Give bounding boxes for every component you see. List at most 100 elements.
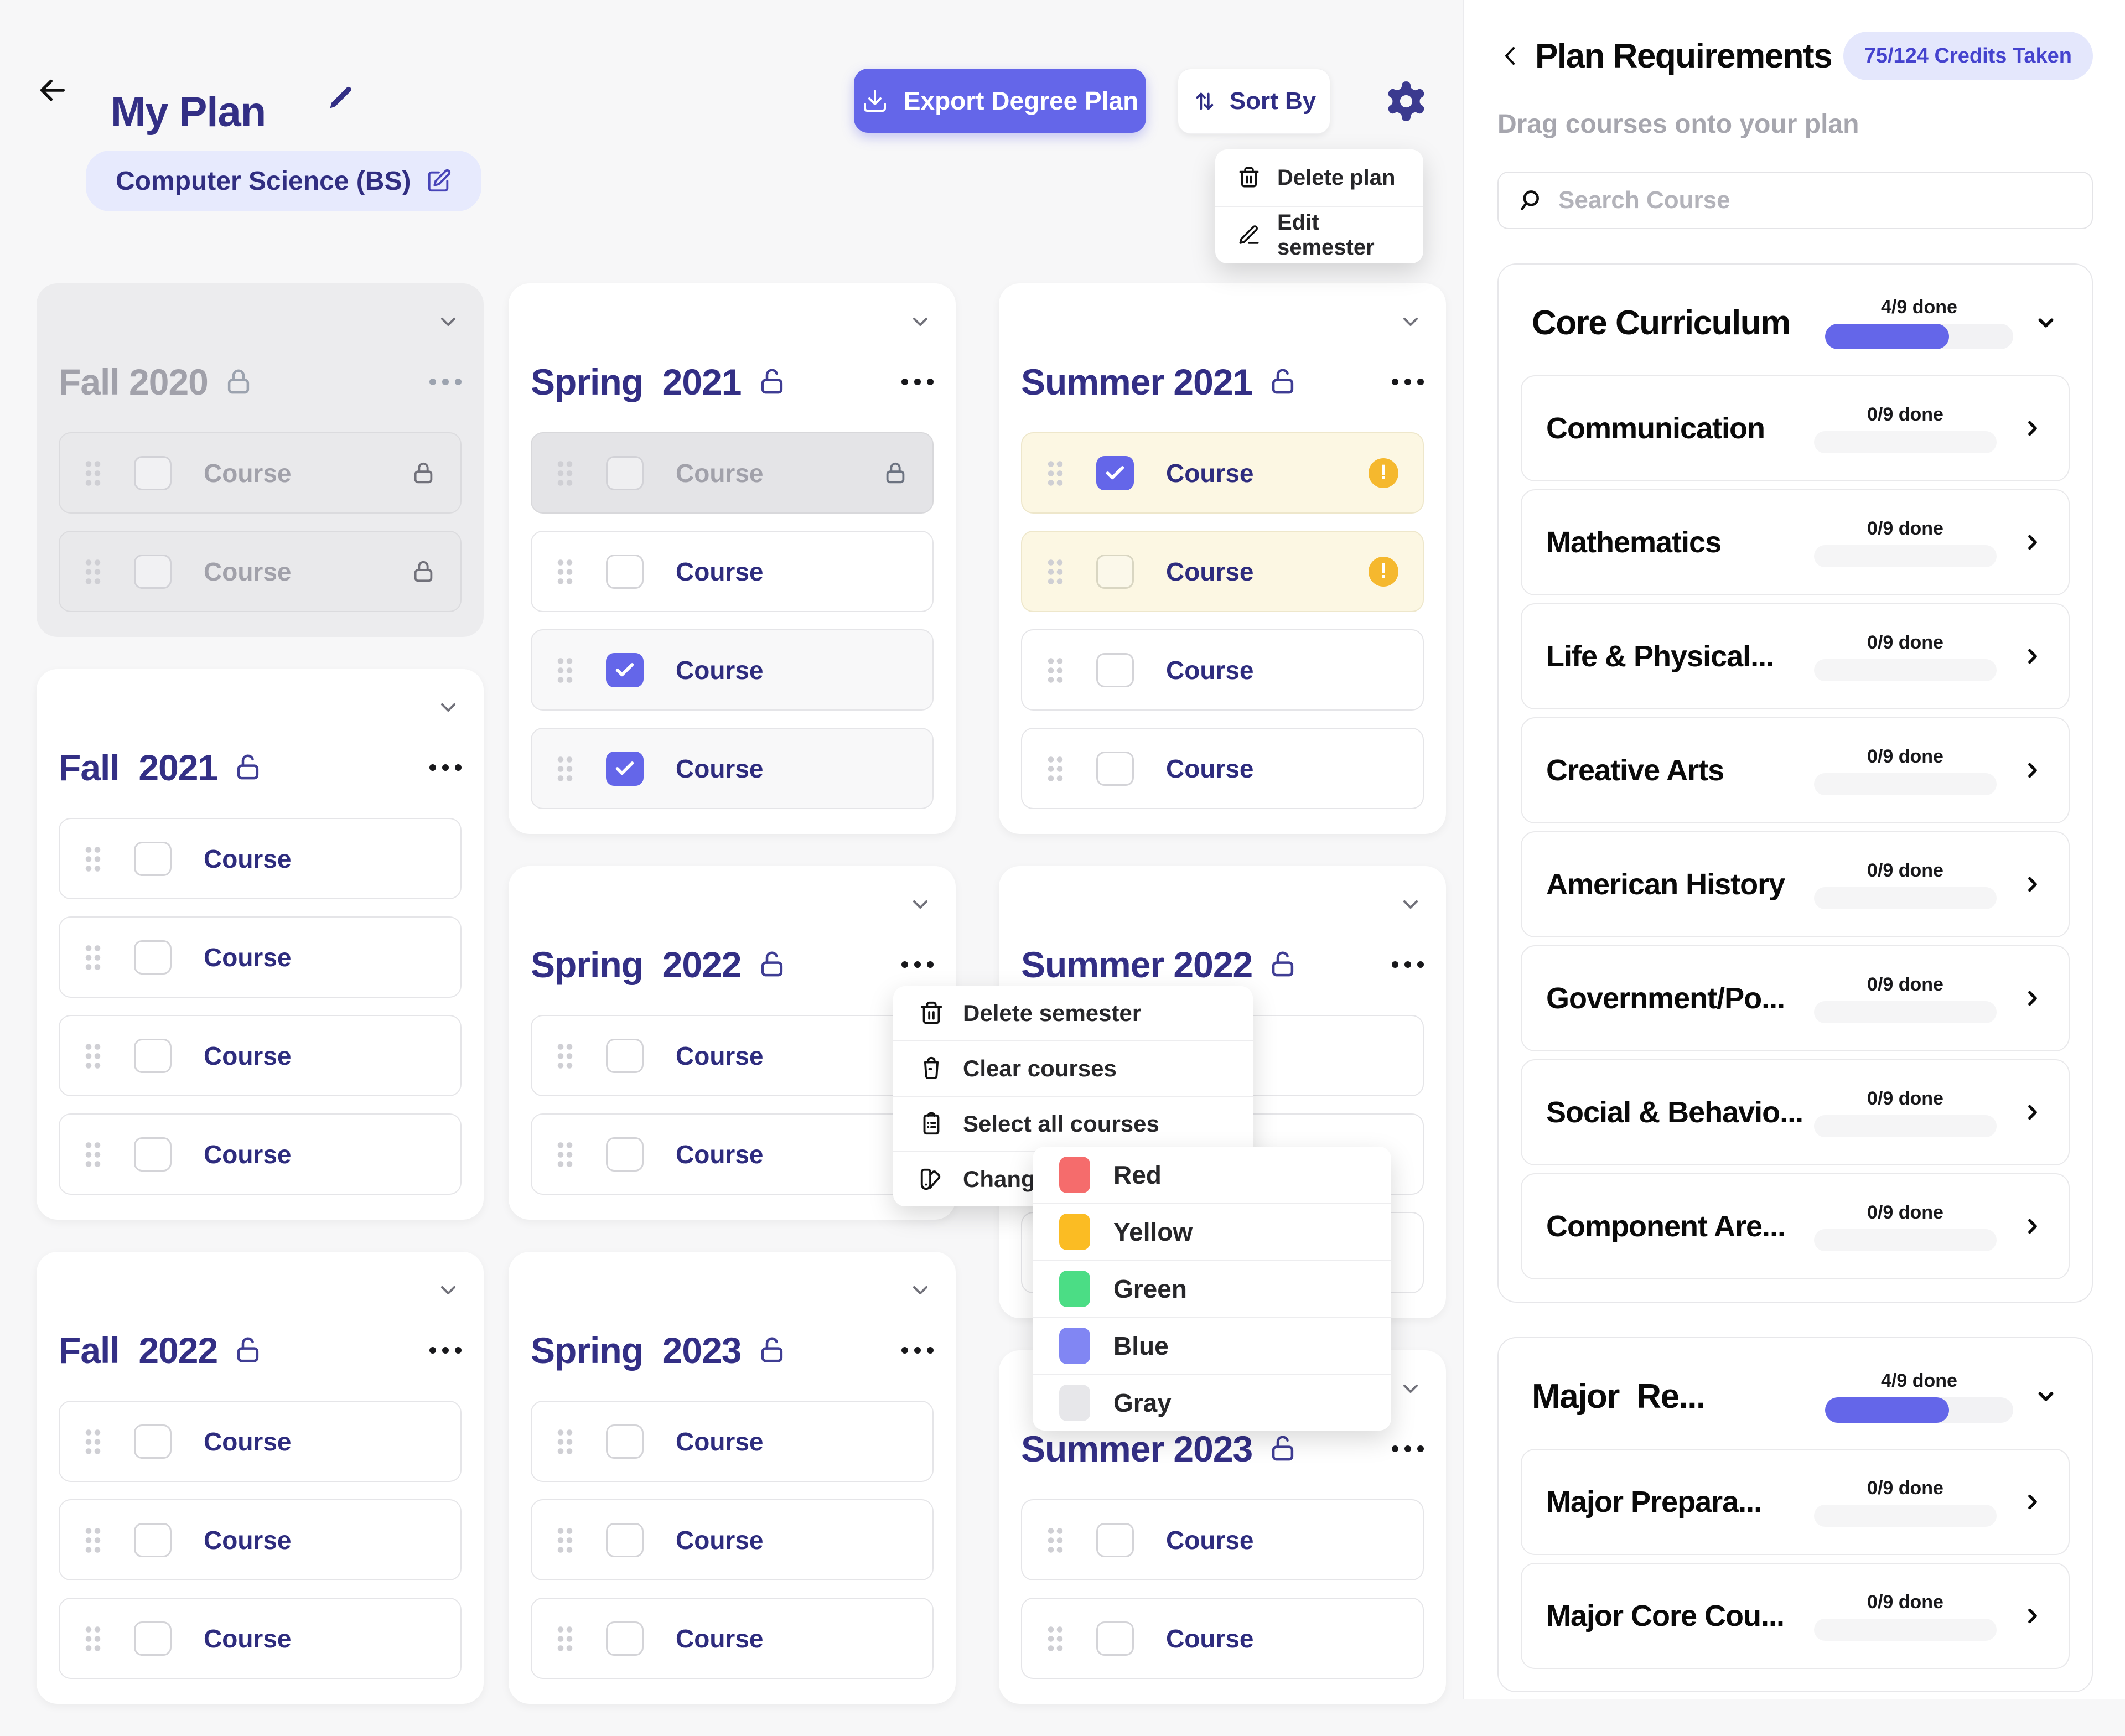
course-row[interactable]: Course — [531, 1598, 934, 1679]
drag-handle-icon[interactable] — [556, 1041, 574, 1070]
chevron-left-icon[interactable] — [1497, 43, 1524, 69]
requirement-item-major-preparation[interactable]: Major Prepara... 0/9 done — [1521, 1449, 2070, 1555]
semester-menu-button[interactable] — [901, 956, 934, 973]
course-checkbox-checked[interactable] — [1096, 455, 1134, 490]
semester-menu-button[interactable] — [1392, 1440, 1424, 1458]
course-row[interactable]: Course — [59, 916, 462, 998]
course-checkbox[interactable] — [1096, 1522, 1134, 1557]
drag-handle-icon[interactable] — [84, 1624, 102, 1652]
course-checkbox[interactable] — [606, 554, 644, 589]
semester-menu-button[interactable] — [901, 1341, 934, 1359]
requirement-item-communication[interactable]: Communication 0/9 done — [1521, 375, 2070, 481]
course-checkbox[interactable] — [134, 1621, 172, 1656]
chevron-down-icon[interactable] — [2033, 310, 2059, 335]
course-checkbox[interactable] — [606, 1621, 644, 1656]
menu-item-delete-semester[interactable]: Delete semester — [893, 986, 1253, 1040]
menu-item-clear-courses[interactable]: Clear courses — [893, 1040, 1253, 1096]
course-row[interactable]: Course ! — [1021, 432, 1424, 514]
requirement-item-life-physical[interactable]: Life & Physical... 0/9 done — [1521, 603, 2070, 709]
course-checkbox[interactable] — [134, 1137, 172, 1172]
course-row[interactable]: Course — [59, 1598, 462, 1679]
drag-handle-icon[interactable] — [1046, 1624, 1064, 1652]
drag-handle-icon[interactable] — [84, 459, 102, 487]
course-checkbox[interactable] — [134, 455, 172, 490]
course-row[interactable]: Course — [59, 531, 462, 612]
requirement-item-mathematics[interactable]: Mathematics 0/9 done — [1521, 489, 2070, 595]
drag-handle-icon[interactable] — [556, 1427, 574, 1455]
course-checkbox[interactable] — [134, 940, 172, 975]
course-checkbox[interactable] — [1096, 554, 1134, 589]
drag-handle-icon[interactable] — [84, 844, 102, 873]
semester-menu-button[interactable] — [1392, 373, 1424, 391]
course-row[interactable]: Course — [531, 1113, 934, 1195]
collapse-button[interactable] — [1021, 891, 1424, 921]
course-checkbox[interactable] — [134, 554, 172, 589]
course-row[interactable]: Course — [59, 818, 462, 899]
drag-handle-icon[interactable] — [84, 1427, 102, 1455]
course-row[interactable]: Course — [1021, 1598, 1424, 1679]
course-row[interactable]: Course — [1021, 1499, 1424, 1580]
course-checkbox[interactable] — [134, 1038, 172, 1073]
course-row[interactable]: Course — [59, 1401, 462, 1482]
sort-by-button[interactable]: Sort By — [1178, 69, 1330, 134]
course-row[interactable]: Course — [531, 531, 934, 612]
course-row[interactable]: Course — [531, 728, 934, 809]
collapse-button[interactable] — [531, 1277, 934, 1307]
export-degree-plan-button[interactable]: Export Degree Plan — [854, 69, 1146, 133]
course-checkbox-checked[interactable] — [606, 652, 644, 687]
drag-handle-icon[interactable] — [556, 557, 574, 585]
drag-handle-icon[interactable] — [556, 459, 574, 487]
course-checkbox[interactable] — [606, 1424, 644, 1459]
course-checkbox[interactable] — [1096, 652, 1134, 687]
color-option-blue[interactable]: Blue — [1033, 1317, 1391, 1374]
course-row[interactable]: Course — [531, 1499, 934, 1580]
collapse-button[interactable] — [531, 308, 934, 339]
course-checkbox[interactable] — [134, 1424, 172, 1459]
course-checkbox[interactable] — [1096, 751, 1134, 786]
course-checkbox-checked[interactable] — [606, 751, 644, 786]
drag-handle-icon[interactable] — [1046, 754, 1064, 783]
drag-handle-icon[interactable] — [556, 754, 574, 783]
requirement-item-major-core[interactable]: Major Core Cou... 0/9 done — [1521, 1563, 2070, 1669]
menu-item-edit-semester[interactable]: Edit semester — [1215, 206, 1423, 263]
requirement-item-creative-arts[interactable]: Creative Arts 0/9 done — [1521, 717, 2070, 823]
course-row[interactable]: Course — [59, 1015, 462, 1096]
course-checkbox[interactable] — [606, 1522, 644, 1557]
drag-handle-icon[interactable] — [84, 1526, 102, 1554]
drag-handle-icon[interactable] — [1046, 1526, 1064, 1554]
semester-menu-button[interactable] — [429, 373, 462, 391]
requirement-item-component-area[interactable]: Component Are... 0/9 done — [1521, 1173, 2070, 1279]
collapse-button[interactable] — [59, 1277, 462, 1307]
color-option-yellow[interactable]: Yellow — [1033, 1203, 1391, 1260]
collapse-button[interactable] — [59, 308, 462, 339]
semester-menu-button[interactable] — [1392, 956, 1424, 973]
course-checkbox[interactable] — [134, 841, 172, 876]
color-option-green[interactable]: Green — [1033, 1260, 1391, 1317]
course-row[interactable]: Course — [1021, 728, 1424, 809]
collapse-button[interactable] — [1021, 308, 1424, 339]
course-row[interactable]: Course — [1021, 629, 1424, 711]
collapse-button[interactable] — [59, 694, 462, 724]
course-checkbox[interactable] — [606, 455, 644, 490]
course-row[interactable]: Course — [531, 629, 934, 711]
drag-handle-icon[interactable] — [1046, 459, 1064, 487]
course-row[interactable]: Course — [59, 432, 462, 514]
course-checkbox[interactable] — [1096, 1621, 1134, 1656]
requirement-item-government[interactable]: Government/Po... 0/9 done — [1521, 945, 2070, 1051]
drag-handle-icon[interactable] — [556, 1140, 574, 1168]
color-option-gray[interactable]: Gray — [1033, 1374, 1391, 1431]
collapse-button[interactable] — [531, 891, 934, 921]
back-button[interactable] — [34, 72, 71, 108]
requirement-item-american-history[interactable]: American History 0/9 done — [1521, 831, 2070, 937]
semester-menu-button[interactable] — [429, 1341, 462, 1359]
course-checkbox[interactable] — [606, 1038, 644, 1073]
program-chip[interactable]: Computer Science (BS) — [86, 151, 482, 211]
color-option-red[interactable]: Red — [1033, 1147, 1391, 1203]
drag-handle-icon[interactable] — [1046, 656, 1064, 684]
course-row[interactable]: Course — [531, 432, 934, 514]
drag-handle-icon[interactable] — [556, 656, 574, 684]
course-row[interactable]: Course — [59, 1499, 462, 1580]
collapse-button[interactable] — [1021, 1375, 1424, 1406]
course-row[interactable]: Course — [531, 1401, 934, 1482]
course-row[interactable]: Course — [59, 1113, 462, 1195]
